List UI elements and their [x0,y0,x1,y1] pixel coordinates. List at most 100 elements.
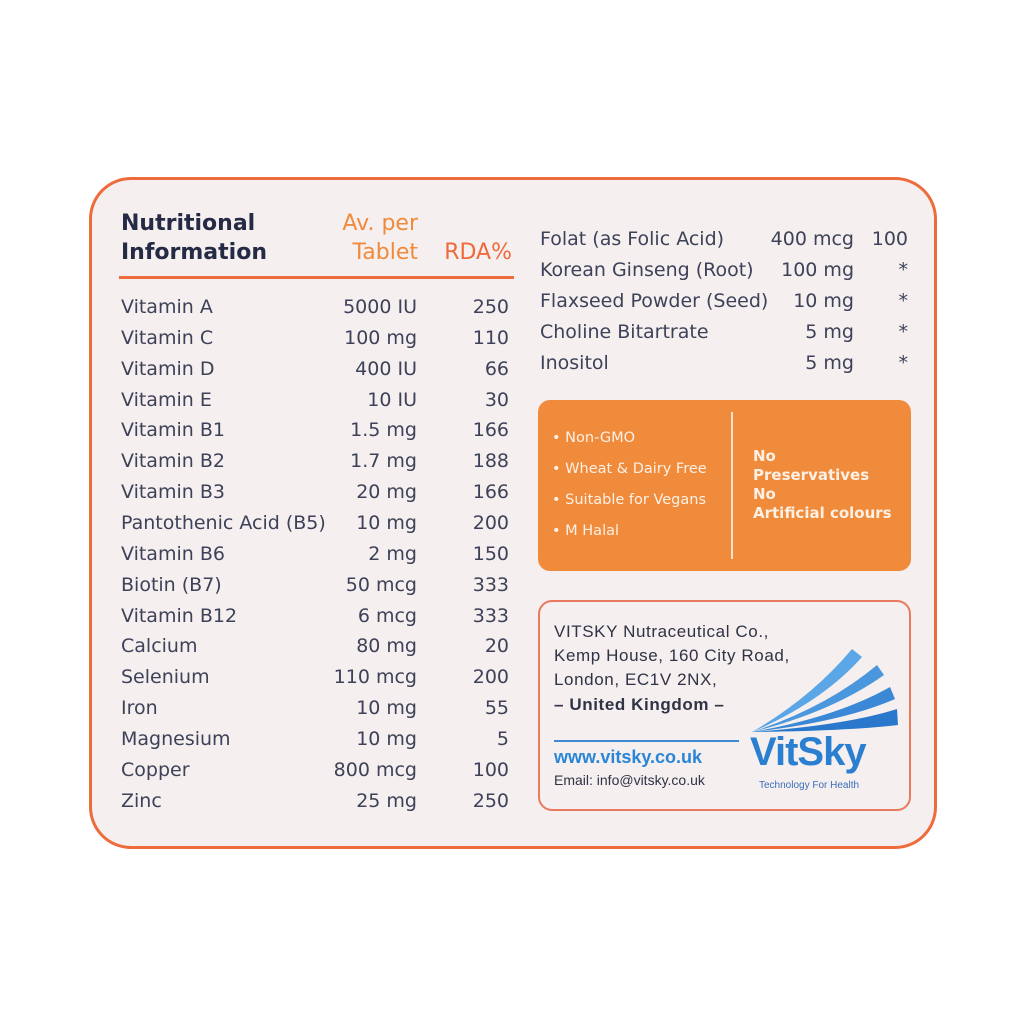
nutrient-row: Magnesium 10 mg 5 [121,724,509,754]
row-name: Copper [121,758,190,781]
nutrient-row: Biotin (B7) 50 mcg 333 [121,570,509,600]
feature-item: • M Halal [552,523,620,539]
claim: Artificial colours [753,504,892,522]
ingredient-row: Flaxseed Powder (Seed) 10 mg * [540,286,908,316]
row-name: Magnesium [121,727,231,750]
row-rda: 110 [472,326,509,349]
row-rda: 55 [484,697,509,720]
features-divider [731,412,733,559]
col-amount-header: Av. per Tablet [342,211,418,265]
company-name: VITSKY Nutraceutical Co., [554,622,769,641]
row-name: Vitamin B2 [121,450,225,473]
claim: No [753,447,776,465]
row-amount: 10 IU [367,388,417,411]
row-rda: 100 [871,228,908,250]
row-name: Choline Bitartrate [540,321,709,343]
row-name: Vitamin B6 [121,542,225,565]
row-name: Vitamin E [121,388,212,411]
row-name: Zinc [121,789,162,812]
logo-swoosh-icon [752,649,898,732]
row-rda: 30 [484,388,509,411]
row-name: Flaxseed Powder (Seed) [540,290,769,312]
row-name: Vitamin C [121,326,214,349]
feature-item: • Suitable for Vegans [552,492,707,508]
row-name: Vitamin D [121,357,215,380]
nutrient-row: Vitamin D 400 IU 66 [121,354,509,384]
row-rda: 188 [472,450,509,473]
row-amount: 1.7 mg [350,450,417,473]
row-amount: 110 mcg [333,666,417,689]
address-country: – United Kingdom – [554,695,725,714]
row-name: Selenium [121,666,210,689]
row-name: Biotin (B7) [121,573,222,596]
row-rda: 333 [472,604,509,627]
feature-item: • Wheat & Dairy Free [552,461,707,477]
row-amount: 80 mg [356,635,417,658]
nutrient-row: Vitamin B12 6 mcg 333 [121,601,509,631]
row-amount: 400 mcg [770,228,854,250]
row-rda: 250 [472,296,509,318]
company-box: VITSKY Nutraceutical Co., Kemp House, 16… [538,600,911,811]
ingredient-row: Inositol 5 mg * [540,348,908,378]
nutrient-row: Vitamin C 100 mg 110 [121,323,509,353]
website-link[interactable]: www.vitsky.co.uk [554,747,703,767]
address-divider [554,740,739,742]
feature-item: • Non-GMO [552,430,635,446]
row-rda: 20 [484,635,509,658]
row-amount: 50 mcg [345,573,417,596]
row-rda: 333 [472,573,509,596]
logo-tagline: Technology For Health [759,780,860,791]
nutrient-row: Vitamin B6 2 mg 150 [121,539,509,569]
email-link[interactable]: Email: info@vitsky.co.uk [554,772,705,788]
col-rda-header: RDA% [444,240,512,265]
row-name: Calcium [121,635,198,658]
nutrient-row: Pantothenic Acid (B5) 10 mg 200 [121,508,509,538]
nutrient-row: Vitamin B1 1.5 mg 166 [121,415,509,445]
nutrient-row: Zinc 25 mg 250 [121,786,509,816]
nutrient-row: Selenium 110 mcg 200 [121,662,509,692]
row-rda: 166 [472,419,509,442]
row-amount: 25 mg [356,789,417,812]
row-amount: 5000 IU [343,296,417,318]
row-name: Iron [121,697,158,720]
nutrient-row: Vitamin B2 1.7 mg 188 [121,446,509,476]
nutrient-row: Copper 800 mcg 100 [121,755,509,785]
row-amount: 20 mg [356,481,417,504]
nutrient-row: Iron 10 mg 55 [121,693,509,723]
claim: No [753,485,776,503]
ingredient-row: Korean Ginseng (Root) 100 mg * [540,255,908,285]
row-name: Inositol [540,352,609,374]
row-amount: 6 mcg [357,604,417,627]
header-divider [119,276,514,279]
nutrient-row: Vitamin B3 20 mg 166 [121,477,509,507]
row-amount: 800 mcg [333,758,417,781]
row-name: Folat (as Folic Acid) [540,228,725,250]
address-line: London, EC1V 2NX, [554,670,718,689]
row-rda: 100 [472,758,509,781]
row-rda: 200 [472,511,509,534]
row-name: Vitamin B3 [121,481,225,504]
address-line: Kemp House, 160 City Road, [554,646,790,665]
row-amount: 10 mg [356,697,417,720]
logo-wordmark: VitSky [750,730,867,774]
row-rda: * [898,352,909,374]
row-rda: * [898,321,909,343]
row-amount: 10 mg [356,511,417,534]
row-amount: 10 mg [356,727,417,750]
row-rda: 150 [472,542,509,565]
ingredient-row: Choline Bitartrate 5 mg * [540,317,908,347]
row-name: Vitamin B12 [121,604,238,627]
row-amount: 400 IU [355,357,417,380]
ingredient-row: Folat (as Folic Acid) 400 mcg 100 [540,224,908,254]
row-rda: * [898,259,909,281]
row-name: Vitamin A [121,296,213,318]
row-amount: 2 mg [368,542,417,565]
row-amount: 100 mg [344,326,417,349]
row-rda: * [898,290,909,312]
table-title: Nutritional Information [121,211,267,265]
row-amount: 1.5 mg [350,419,417,442]
row-amount: 10 mg [793,290,854,312]
row-amount: 5 mg [805,352,854,374]
row-name: Korean Ginseng (Root) [540,259,754,281]
row-name: Pantothenic Acid (B5) [121,511,326,534]
